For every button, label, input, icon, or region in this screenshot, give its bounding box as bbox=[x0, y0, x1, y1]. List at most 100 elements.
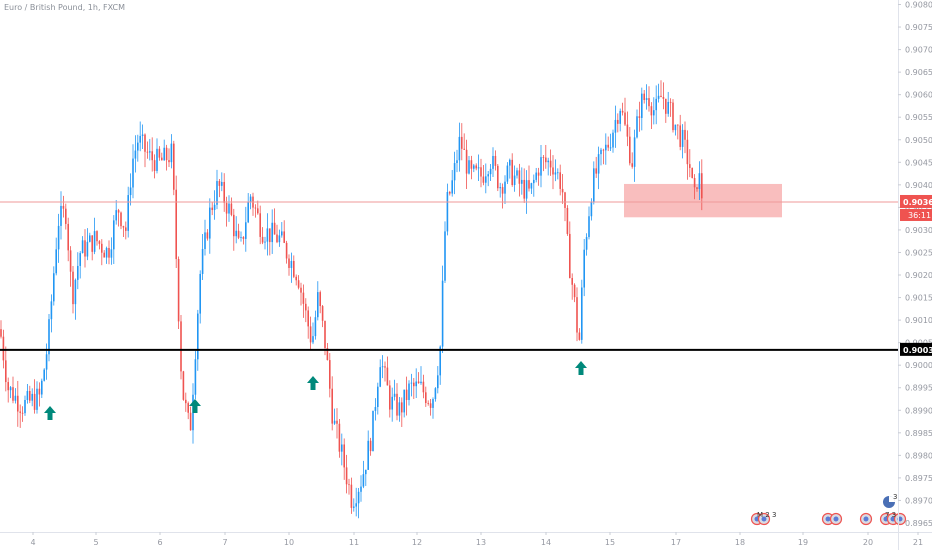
candle[interactable] bbox=[593, 161, 595, 205]
candle[interactable] bbox=[470, 155, 473, 180]
candle[interactable] bbox=[62, 195, 65, 218]
candle[interactable] bbox=[355, 487, 357, 517]
candle[interactable] bbox=[605, 133, 607, 165]
candle[interactable] bbox=[533, 174, 535, 197]
candle[interactable] bbox=[300, 282, 302, 306]
candle[interactable] bbox=[242, 236, 245, 245]
candle[interactable] bbox=[331, 376, 333, 431]
candle[interactable] bbox=[360, 475, 362, 502]
candle[interactable] bbox=[389, 380, 391, 418]
candle[interactable] bbox=[266, 213, 269, 256]
candle[interactable] bbox=[125, 221, 127, 240]
candle[interactable] bbox=[439, 345, 441, 385]
candle[interactable] bbox=[185, 392, 187, 412]
candle[interactable] bbox=[401, 397, 403, 427]
candle[interactable] bbox=[684, 121, 686, 154]
candle[interactable] bbox=[437, 366, 439, 394]
candle[interactable] bbox=[290, 252, 293, 283]
candle[interactable] bbox=[549, 149, 552, 176]
candle[interactable] bbox=[53, 266, 55, 306]
candle[interactable] bbox=[141, 124, 144, 150]
candle[interactable] bbox=[458, 122, 461, 172]
candle[interactable] bbox=[122, 225, 125, 237]
candle[interactable] bbox=[74, 278, 77, 320]
candle[interactable] bbox=[453, 151, 456, 195]
candle[interactable] bbox=[569, 221, 571, 279]
candle[interactable] bbox=[110, 237, 113, 265]
candle[interactable] bbox=[86, 228, 89, 261]
candle[interactable] bbox=[170, 134, 173, 169]
candle[interactable] bbox=[161, 152, 163, 161]
candle[interactable] bbox=[655, 85, 657, 125]
candle[interactable] bbox=[127, 186, 129, 238]
candle[interactable] bbox=[381, 355, 384, 379]
candle[interactable] bbox=[223, 173, 225, 212]
candle[interactable] bbox=[597, 146, 600, 190]
candle[interactable] bbox=[31, 388, 33, 407]
candle[interactable] bbox=[113, 215, 115, 265]
candle[interactable] bbox=[504, 175, 506, 205]
candle[interactable] bbox=[149, 138, 151, 161]
candle[interactable] bbox=[213, 190, 216, 220]
candle[interactable] bbox=[343, 438, 345, 480]
candle[interactable] bbox=[177, 256, 180, 330]
candle[interactable] bbox=[17, 380, 19, 427]
candle[interactable] bbox=[139, 121, 141, 152]
candle[interactable] bbox=[477, 154, 480, 182]
candle[interactable] bbox=[415, 368, 417, 398]
candle[interactable] bbox=[153, 154, 156, 179]
candle[interactable] bbox=[312, 322, 314, 345]
candle[interactable] bbox=[384, 361, 386, 382]
candle[interactable] bbox=[530, 182, 533, 195]
candle[interactable] bbox=[425, 386, 427, 407]
candle[interactable] bbox=[578, 328, 581, 341]
candle[interactable] bbox=[583, 239, 585, 297]
candle[interactable] bbox=[233, 208, 235, 251]
candle[interactable] bbox=[629, 127, 631, 166]
candle[interactable] bbox=[218, 178, 221, 198]
candle[interactable] bbox=[271, 209, 273, 254]
candle[interactable] bbox=[547, 157, 549, 176]
candle[interactable] bbox=[691, 167, 693, 179]
candle[interactable] bbox=[696, 187, 698, 192]
candle[interactable] bbox=[326, 342, 329, 361]
candle[interactable] bbox=[295, 274, 297, 286]
candle[interactable] bbox=[338, 419, 341, 458]
candle[interactable] bbox=[89, 232, 91, 243]
candle[interactable] bbox=[672, 99, 674, 133]
candle[interactable] bbox=[379, 359, 381, 388]
candle[interactable] bbox=[72, 266, 74, 314]
candle[interactable] bbox=[144, 133, 146, 168]
candle[interactable] bbox=[120, 211, 122, 230]
candle[interactable] bbox=[206, 229, 209, 241]
candle[interactable] bbox=[626, 111, 629, 147]
candle[interactable] bbox=[686, 130, 689, 180]
candle[interactable] bbox=[609, 133, 612, 152]
candle[interactable] bbox=[237, 223, 240, 240]
candle[interactable] bbox=[523, 168, 525, 203]
candle[interactable] bbox=[285, 240, 288, 264]
candle[interactable] bbox=[240, 231, 242, 242]
candle[interactable] bbox=[26, 383, 29, 404]
candle[interactable] bbox=[576, 287, 578, 342]
candle[interactable] bbox=[377, 382, 379, 415]
candle[interactable] bbox=[163, 139, 165, 161]
candle[interactable] bbox=[624, 97, 626, 126]
candle[interactable] bbox=[499, 182, 501, 198]
candle[interactable] bbox=[446, 183, 449, 236]
candle[interactable] bbox=[566, 205, 569, 236]
candle[interactable] bbox=[314, 310, 317, 340]
candle[interactable] bbox=[57, 213, 60, 263]
candle[interactable] bbox=[410, 373, 413, 397]
candle[interactable] bbox=[19, 404, 21, 428]
candle[interactable] bbox=[413, 378, 415, 399]
candle[interactable] bbox=[259, 205, 261, 245]
candle[interactable] bbox=[456, 149, 458, 173]
candle[interactable] bbox=[487, 170, 489, 187]
candle[interactable] bbox=[662, 82, 665, 110]
candle[interactable] bbox=[173, 140, 175, 196]
candle[interactable] bbox=[293, 255, 295, 279]
candle[interactable] bbox=[518, 163, 521, 197]
candle[interactable] bbox=[494, 150, 497, 171]
